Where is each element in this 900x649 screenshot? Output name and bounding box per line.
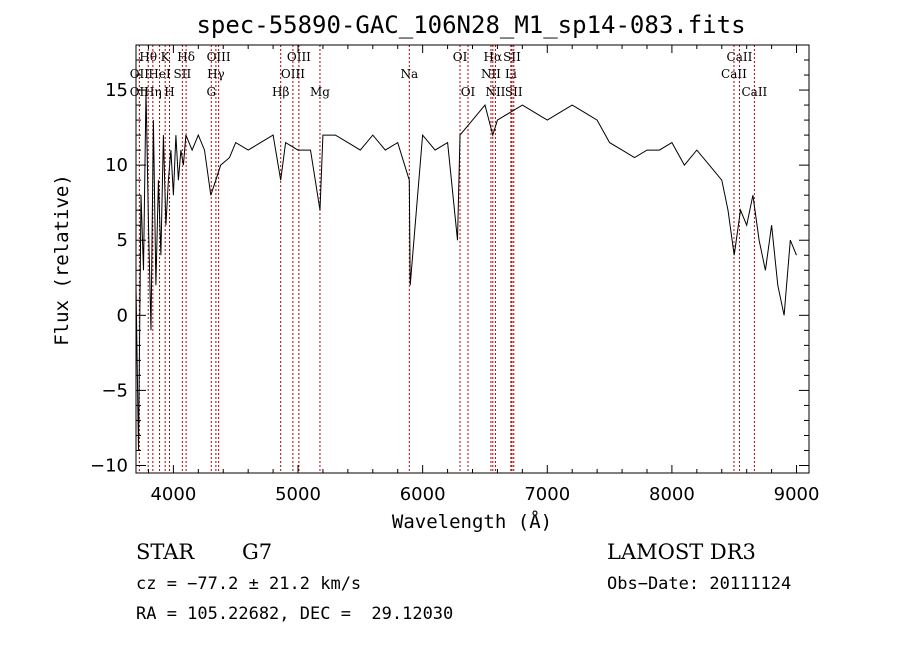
spectrum-series-line <box>136 90 797 451</box>
line-label: Na <box>400 67 418 81</box>
x-axis-label: Wavelength (Å) <box>392 510 552 533</box>
x-tick-label: 8000 <box>649 484 695 505</box>
redshift-cz: cz = −77.2 ± 21.2 km/s <box>136 574 361 594</box>
x-tick-label: 4000 <box>150 484 196 505</box>
line-label: Hβ <box>272 85 289 99</box>
line-label: Mg <box>310 85 330 99</box>
ra-dec: RA = 105.22682, DEC = 29.12030 <box>136 604 453 624</box>
line-label: Hγ <box>207 67 225 81</box>
line-label: OI <box>461 85 476 99</box>
line-label: SII <box>505 85 523 99</box>
line-label: Hα <box>484 50 503 64</box>
line-label: OII <box>130 67 150 81</box>
line-label: Hδ <box>177 50 195 64</box>
chart-title: spec-55890-GAC_106N28_M1_sp14-083.fits <box>196 11 745 39</box>
x-tick-label: 6000 <box>400 484 446 505</box>
y-tick-label: −10 <box>90 455 128 476</box>
line-label: SII <box>503 50 521 64</box>
line-label: OIII <box>287 50 311 64</box>
y-axis: −10 −5 0 5 10 15 <box>90 59 809 476</box>
y-tick-label: −5 <box>101 380 128 401</box>
x-tick-label: 9000 <box>774 484 820 505</box>
y-tick-label: 10 <box>105 155 128 176</box>
line-label: OIII <box>281 67 305 81</box>
plot-frame <box>135 44 810 474</box>
subclass: G7 <box>242 540 272 564</box>
line-markers <box>138 45 755 473</box>
line-label: Hη <box>144 85 162 99</box>
line-label: HeI <box>148 67 171 81</box>
line-label: CaII <box>727 50 753 64</box>
line-label: G <box>206 85 216 99</box>
line-label: H <box>164 85 174 99</box>
x-tick-label: 7000 <box>524 484 570 505</box>
line-label: K <box>161 50 171 64</box>
x-tick-label: 5000 <box>275 484 321 505</box>
y-tick-label: 15 <box>105 80 128 101</box>
line-label: OII <box>130 85 150 99</box>
y-axis-label: Flux (relative) <box>51 174 73 346</box>
survey-name: LAMOST DR3 <box>607 540 756 564</box>
plot-area <box>136 90 797 451</box>
x-axis: 4000 5000 6000 7000 8000 9000 <box>147 45 820 505</box>
line-label: CaII <box>741 85 767 99</box>
line-label: SII <box>174 67 192 81</box>
obs-date: Obs−Date: 20111124 <box>607 574 791 594</box>
line-label: CaII <box>721 67 747 81</box>
y-tick-label: 0 <box>117 305 128 326</box>
line-label: NII <box>481 67 501 81</box>
line-label: OIII <box>207 50 231 64</box>
y-tick-label: 5 <box>117 230 128 251</box>
object-type: STAR <box>136 540 195 564</box>
line-label: OI <box>453 50 468 64</box>
line-label: Li <box>505 67 517 81</box>
line-label: Hθ <box>139 50 157 64</box>
line-label: NII <box>485 85 505 99</box>
line-labels: Hθ OII OII K HeI Hη H Hδ SII OIII Hγ G Hβ OIII OIII Mg N… <box>130 50 768 99</box>
